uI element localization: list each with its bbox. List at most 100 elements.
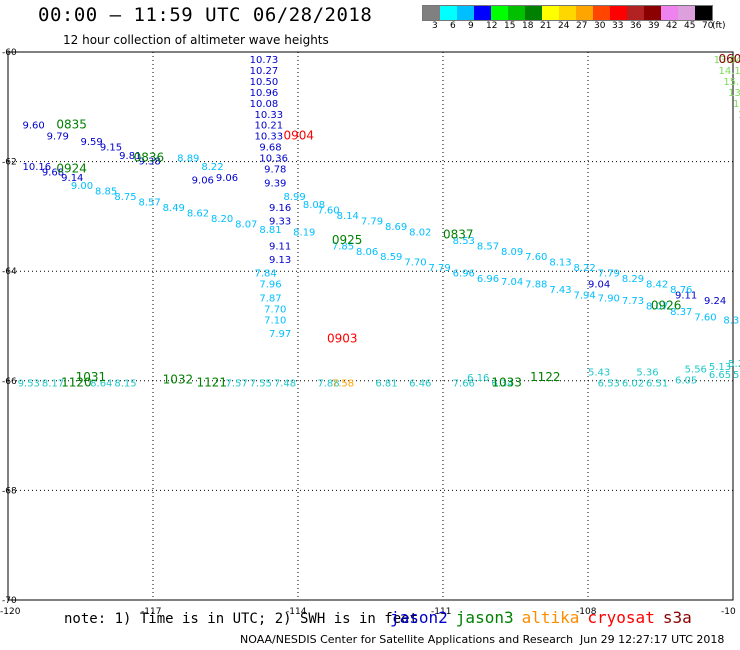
- swh-value: 6.96: [453, 269, 475, 280]
- pass-time-label: 0924: [56, 162, 87, 176]
- swh-value: 10.73: [250, 55, 279, 66]
- x-tick-label: -108: [576, 607, 597, 617]
- swh-value: 8.29: [622, 274, 644, 285]
- swh-value: 6.65: [709, 370, 731, 381]
- swh-value: 7.10: [264, 315, 286, 326]
- swh-value: 7.60: [525, 252, 547, 263]
- color-swatch: [440, 6, 457, 20]
- swh-value: 7.88: [317, 378, 339, 389]
- swh-value: 6.81: [375, 378, 397, 389]
- pass-time-label: 0926: [651, 299, 682, 313]
- swh-value: 7.85: [332, 241, 354, 252]
- swh-value: 10.27: [250, 66, 279, 77]
- swh-value: 8.75: [114, 192, 136, 203]
- swh-value: 9.53: [18, 378, 40, 389]
- swh-value: 7.96: [259, 280, 281, 291]
- color-scale-label: 39: [648, 21, 660, 31]
- swh-value: 7.57: [226, 378, 248, 389]
- swh-value: 8.85: [95, 186, 117, 197]
- satellite-legend-item: altika: [521, 608, 580, 627]
- swh-value: 8.99: [284, 192, 306, 203]
- swh-value: 10.16: [23, 162, 52, 173]
- footer-note: note: 1) Time is in UTC; 2) SWH is in fe…: [64, 611, 419, 627]
- swh-value: 7.70: [404, 258, 426, 269]
- color-scale-label: (ft): [712, 21, 726, 31]
- y-tick-label: -70: [2, 596, 17, 606]
- swh-value: 8.89: [177, 154, 199, 165]
- swh-value: 8.57: [477, 241, 499, 252]
- swh-value: 9.11: [269, 241, 291, 252]
- swh-value: 8.13: [549, 258, 571, 269]
- color-swatch: [457, 6, 474, 20]
- swh-value: 9.60: [23, 121, 45, 132]
- swh-value: 8.22: [574, 263, 596, 274]
- pass-time-label: 1031: [76, 370, 107, 384]
- swh-value: 5.43: [588, 367, 610, 378]
- swh-value: 7.79: [361, 217, 383, 228]
- swh-value: 6.02: [622, 378, 644, 389]
- x-tick-label: -117: [141, 607, 161, 617]
- pass-time-label: 0836: [134, 151, 165, 165]
- y-tick-label: -62: [2, 158, 17, 168]
- swh-value: 10.36: [259, 154, 288, 165]
- swh-value: 8.14: [337, 211, 359, 222]
- swh-value: 13.21: [728, 88, 740, 99]
- swh-value: 8.09: [501, 247, 523, 258]
- color-scale-label: 15: [504, 21, 516, 31]
- satellite-legend-item: jason3: [455, 608, 514, 627]
- pass-time-label: 0835: [56, 118, 87, 132]
- swh-value: 12.19: [733, 99, 740, 110]
- swh-value: 7.70: [264, 304, 286, 315]
- swh-value: 7.73: [622, 296, 644, 307]
- swh-value: 5.79: [733, 370, 740, 381]
- x-tick-label: -114: [286, 607, 307, 617]
- swh-value: 7.87: [259, 293, 281, 304]
- pass-time-label: 0903: [327, 331, 358, 345]
- swh-value: 10.21: [255, 121, 284, 132]
- swh-value: 9.68: [42, 167, 64, 178]
- swh-value: 9.04: [588, 280, 610, 291]
- swh-value: 5.56: [685, 365, 707, 376]
- color-scale-label: 42: [666, 21, 678, 31]
- satellite-legend-item: cryosat: [587, 608, 655, 627]
- color-swatch: [593, 6, 610, 20]
- swh-value: 8.02: [409, 228, 431, 239]
- swh-value: 7.43: [549, 285, 571, 296]
- swh-value: 6.51: [646, 378, 668, 389]
- swh-value: 8.62: [187, 208, 209, 219]
- swh-value: 8.07: [646, 302, 668, 313]
- swh-value: 8.49: [163, 203, 185, 214]
- satellite-legend-item: jason2: [390, 608, 448, 627]
- swh-value: 10.50: [250, 77, 279, 88]
- swh-value: 6.16: [467, 373, 489, 384]
- color-swatch: [525, 6, 542, 20]
- color-scale-label: 70: [702, 21, 714, 31]
- swh-value: 10.33: [255, 132, 284, 143]
- color-swatch: [644, 6, 661, 20]
- swh-value: 10.96: [250, 88, 279, 99]
- swh-value: 15.17: [723, 77, 740, 88]
- pass-time-label: 0837: [443, 227, 474, 241]
- swh-value: 8.19: [293, 228, 315, 239]
- swh-value: 8.35: [723, 315, 740, 326]
- pass-time-label: 1120: [61, 375, 92, 389]
- color-scale-label: 18: [522, 21, 534, 31]
- swh-value: 5.25: [728, 359, 740, 370]
- credit-line: NOAA/NESDIS Center for Satellite Applica…: [240, 633, 574, 646]
- swh-value: 9.13: [269, 255, 291, 266]
- y-tick-label: -66: [2, 377, 17, 387]
- color-scale-label: 3: [432, 21, 438, 31]
- pass-time-label: 1032: [163, 373, 194, 387]
- swh-value: 9.81: [119, 151, 141, 162]
- swh-value: 9.68: [259, 143, 281, 154]
- swh-value: 9.14: [61, 173, 83, 184]
- pass-time-label: 0606: [719, 52, 740, 66]
- swh-value: 7.97: [269, 329, 291, 340]
- x-tick-label: -111: [431, 607, 451, 617]
- pass-time-label: 1121: [197, 375, 228, 389]
- swh-value: 9.59: [81, 137, 103, 148]
- satellite-legend-item: s3a: [662, 608, 692, 627]
- swh-value: 7.79: [429, 263, 451, 274]
- y-tick-label: -68: [2, 486, 17, 496]
